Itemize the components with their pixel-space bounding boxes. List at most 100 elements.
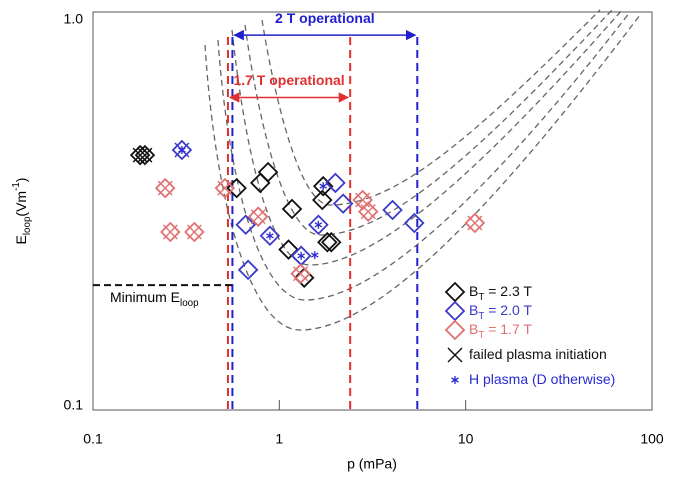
x-marker	[467, 215, 483, 231]
x-marker	[132, 147, 148, 163]
diamond-marker	[382, 199, 403, 221]
star-marker	[311, 251, 319, 260]
diamond	[404, 212, 425, 234]
diamond	[321, 231, 342, 253]
y-axis-label: Eloop(Vm-1)	[11, 178, 33, 245]
x-marker	[217, 180, 233, 196]
x-marker	[360, 204, 376, 220]
diamond	[312, 189, 333, 211]
diamond	[357, 201, 379, 222]
diamond-marker	[290, 263, 311, 284]
diamond-marker	[184, 221, 205, 243]
x-stroke	[447, 347, 463, 363]
diamond-marker	[237, 259, 259, 281]
diamond	[281, 198, 303, 220]
diamond-marker	[134, 144, 156, 166]
diamond	[134, 144, 156, 166]
diamond-marker	[444, 281, 466, 303]
legend-label: BT = 1.7 T	[469, 321, 532, 341]
star-stroke	[314, 222, 323, 228]
diamond-marker	[247, 206, 269, 227]
diamond-marker	[308, 214, 329, 236]
diamond-marker	[312, 189, 333, 211]
star-stroke	[297, 253, 305, 259]
diamond-marker	[293, 267, 315, 288]
diamond	[290, 263, 311, 284]
star-marker	[314, 220, 323, 229]
diamond-marker	[321, 231, 342, 253]
x-marker	[250, 209, 266, 225]
diamond-marker	[444, 300, 466, 322]
diamond-marker	[257, 161, 279, 183]
x-stroke	[355, 192, 371, 208]
theory-curves	[204, 9, 641, 331]
text-part: loop	[180, 298, 199, 309]
plot-frame	[92, 11, 653, 411]
diamond	[184, 221, 205, 243]
diamond	[332, 193, 354, 214]
x-stroke	[132, 147, 148, 163]
diamond	[237, 259, 259, 281]
diamond	[257, 161, 279, 183]
diamond-marker	[171, 139, 193, 161]
text-part: = 2.0 T	[484, 302, 532, 318]
range-label: 2 T operational	[275, 10, 375, 26]
x-stroke	[217, 180, 233, 196]
x-marker	[186, 224, 202, 240]
text-part: = 2.3 T	[484, 283, 532, 299]
text-part: -1	[11, 182, 22, 191]
text-part: B	[469, 302, 478, 318]
diamond	[160, 221, 181, 243]
text-part: failed plasma initiation	[469, 346, 607, 362]
diamond	[464, 212, 486, 234]
diamond	[129, 144, 151, 166]
x-stroke	[293, 266, 309, 282]
text-part: T	[478, 292, 484, 303]
diamond	[171, 139, 193, 161]
legend-label: BT = 2.3 T	[469, 283, 532, 303]
diamond	[444, 281, 466, 303]
x-tick-label: 1	[275, 431, 283, 447]
star-stroke	[266, 233, 274, 239]
text-part: T	[478, 311, 484, 322]
diamond	[259, 225, 281, 247]
legend-label: failed plasma initiation	[469, 346, 607, 362]
diamond-marker	[259, 225, 281, 247]
star-marker	[178, 146, 186, 155]
star-marker	[266, 231, 274, 240]
diamond-marker	[160, 221, 181, 243]
diamond-marker	[404, 212, 425, 234]
x-marker	[157, 180, 173, 196]
text-part: )	[13, 178, 29, 183]
diamond	[235, 214, 256, 236]
text-part: H plasma (D otherwise)	[469, 371, 615, 387]
x-stroke	[250, 209, 266, 225]
diamond-marker	[317, 231, 338, 253]
text-part: loop	[22, 216, 33, 235]
diamond	[293, 267, 315, 288]
star-marker	[319, 182, 328, 191]
diamond-marker	[214, 177, 236, 199]
text-part: = 1.7 T	[484, 321, 532, 337]
x-marker	[162, 224, 178, 240]
diamond-marker	[129, 144, 151, 166]
diamond	[444, 319, 466, 341]
diamond-marker	[325, 172, 346, 194]
star-marker	[297, 251, 305, 260]
diamond-marker	[154, 177, 176, 199]
diamond-marker	[281, 198, 303, 220]
x-stroke	[360, 204, 376, 220]
x-tick-label: 10	[458, 431, 474, 447]
x-stroke	[162, 224, 178, 240]
diamond-marker	[357, 201, 379, 222]
x-marker	[137, 147, 153, 163]
diamond	[308, 214, 329, 236]
diamond	[247, 206, 269, 227]
text-part: (Vm	[13, 191, 29, 217]
x-marker	[447, 347, 463, 363]
y-tick-label: 0.1	[64, 397, 84, 413]
x-tick-label: 0.1	[83, 431, 103, 447]
diamond-marker	[464, 212, 486, 234]
diamond	[382, 199, 403, 221]
star-stroke	[178, 147, 186, 153]
